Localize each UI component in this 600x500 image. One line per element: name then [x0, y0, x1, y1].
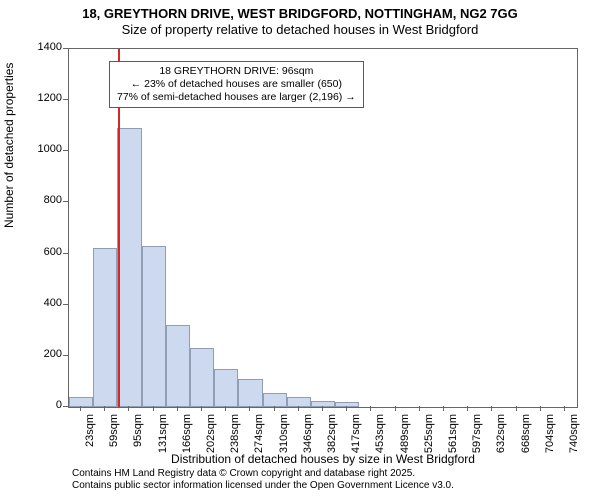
x-tick-mark: [128, 406, 129, 411]
histogram-bar: [238, 379, 262, 407]
x-tick-mark: [80, 406, 81, 411]
credits-line1: Contains HM Land Registry data © Crown c…: [72, 468, 454, 480]
x-tick-mark: [467, 406, 468, 411]
y-axis-label: Number of detached properties: [2, 63, 16, 228]
histogram-bar: [335, 402, 359, 407]
x-tick-mark: [516, 406, 517, 411]
callout-line: 18 GREYTHORN DRIVE: 96sqm: [117, 65, 356, 78]
y-tick-label: 200: [22, 348, 62, 360]
x-tick-mark: [491, 406, 492, 411]
y-tick-mark: [63, 201, 68, 202]
x-tick-mark: [346, 406, 347, 411]
y-tick-label: 1200: [22, 92, 62, 104]
histogram-bar: [214, 369, 238, 407]
chart-subtitle: Size of property relative to detached ho…: [0, 22, 600, 38]
y-tick-mark: [63, 406, 68, 407]
x-tick-mark: [298, 406, 299, 411]
y-tick-label: 800: [22, 194, 62, 206]
y-tick-mark: [63, 48, 68, 49]
x-tick-mark: [443, 406, 444, 411]
x-tick-mark: [322, 406, 323, 411]
x-tick-mark: [177, 406, 178, 411]
chart-title: 18, GREYTHORN DRIVE, WEST BRIDGFORD, NOT…: [0, 6, 600, 22]
callout-box: 18 GREYTHORN DRIVE: 96sqm← 23% of detach…: [109, 61, 364, 108]
histogram-bar: [190, 348, 214, 407]
y-tick-label: 0: [22, 399, 62, 411]
y-tick-mark: [63, 150, 68, 151]
histogram-bar: [117, 128, 141, 407]
y-tick-mark: [63, 304, 68, 305]
callout-line: ← 23% of detached houses are smaller (65…: [117, 78, 356, 91]
y-tick-mark: [63, 355, 68, 356]
y-tick-mark: [63, 99, 68, 100]
callout-line: 77% of semi-detached houses are larger (…: [117, 91, 356, 104]
x-tick-mark: [249, 406, 250, 411]
histogram-bar: [263, 393, 287, 407]
y-tick-label: 1400: [22, 41, 62, 53]
title-block: 18, GREYTHORN DRIVE, WEST BRIDGFORD, NOT…: [0, 0, 600, 39]
histogram-bar: [93, 248, 117, 407]
credits: Contains HM Land Registry data © Crown c…: [72, 468, 454, 492]
x-tick-mark: [564, 406, 565, 411]
x-tick-mark: [395, 406, 396, 411]
histogram-bar: [287, 397, 311, 407]
y-tick-label: 400: [22, 297, 62, 309]
credits-line2: Contains public sector information licen…: [72, 480, 454, 492]
x-tick-mark: [225, 406, 226, 411]
x-tick-mark: [540, 406, 541, 411]
histogram-bar: [142, 246, 166, 407]
y-tick-label: 600: [22, 246, 62, 258]
x-axis-label: Distribution of detached houses by size …: [68, 452, 578, 466]
x-tick-mark: [153, 406, 154, 411]
histogram-bar: [69, 397, 93, 407]
x-tick-mark: [201, 406, 202, 411]
histogram-bar: [166, 325, 190, 407]
y-tick-label: 1000: [22, 143, 62, 155]
chart-container: 18, GREYTHORN DRIVE, WEST BRIDGFORD, NOT…: [0, 0, 600, 500]
x-tick-mark: [104, 406, 105, 411]
x-tick-mark: [274, 406, 275, 411]
x-tick-mark: [419, 406, 420, 411]
y-tick-mark: [63, 253, 68, 254]
x-tick-mark: [370, 406, 371, 411]
plot-area: 18 GREYTHORN DRIVE: 96sqm← 23% of detach…: [68, 48, 578, 408]
